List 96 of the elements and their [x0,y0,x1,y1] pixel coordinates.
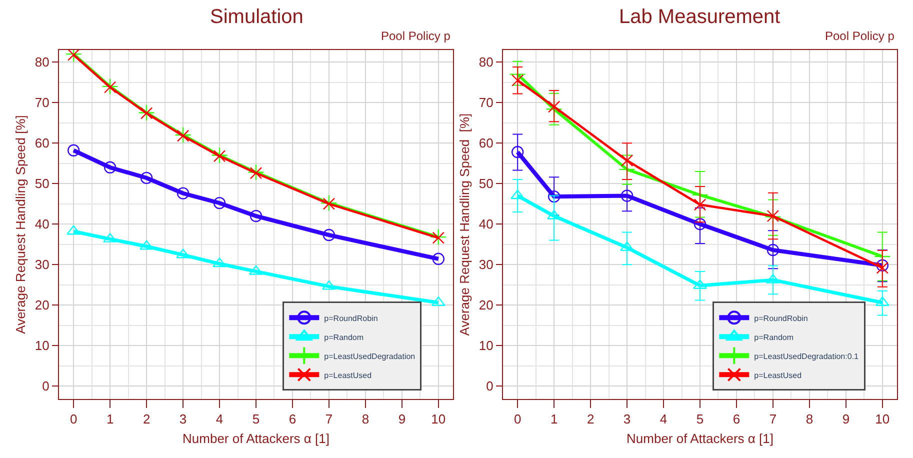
legend-label: p=RoundRobin [324,314,378,323]
point [548,190,560,203]
point [322,228,336,242]
point [322,198,336,210]
point [766,274,780,284]
legend-label: p=LeastUsed [754,370,802,380]
legend-label: p=LeastUsedDegradation [324,352,416,361]
point [248,164,264,181]
point [174,126,192,144]
point [212,258,226,268]
x-tick-label: 0 [514,412,522,427]
point [322,280,336,290]
point [211,146,228,164]
point [176,187,190,200]
x-tick-label: 9 [842,412,850,427]
y-tick-label: 70 [478,95,494,110]
point [176,130,190,142]
x-tick-label: 7 [325,412,333,427]
point [213,150,226,162]
point [876,259,889,272]
x-tick-label: 5 [696,412,704,427]
point [430,228,447,246]
point [250,166,262,180]
y-tick-label: 20 [478,298,494,313]
point [511,146,524,158]
y-tick-label: 50 [34,176,50,192]
x-tick-label: 10 [431,412,446,427]
y-tick-label: 40 [34,216,50,232]
x-tick-label: 7 [769,412,777,427]
point [876,262,889,274]
point [766,210,780,222]
x-axis-title: Number of Attackers α [1] [626,431,774,446]
point [694,198,706,211]
point [620,241,634,251]
point [67,144,80,157]
point [102,78,118,95]
x-tick-label: 8 [806,412,814,427]
point [104,81,116,94]
x-tick-label: 10 [875,412,890,427]
point [213,196,226,210]
y-tick-label: 10 [478,338,494,354]
point [104,161,116,174]
point [432,252,445,266]
y-tick-label: 60 [478,136,494,151]
x-tick-label: 3 [623,412,631,427]
y-axis-title: Average Request Handling Speed [%] [456,113,472,336]
x-tick-label: 4 [660,412,668,427]
y-tick-label: 80 [478,54,494,70]
y-tick-label: 60 [34,136,50,151]
x-axis-title: Number of Attackers α [1] [182,431,330,446]
y-tick-label: 10 [34,338,50,354]
legend-label: p=LeastUsedDegradation:0.1 [754,352,860,361]
point [140,107,153,120]
y-tick-label: 50 [478,176,494,192]
y-tick-label: 0 [42,378,50,394]
y-tick-label: 70 [34,95,50,110]
x-tick-label: 6 [288,412,296,427]
point [766,244,780,256]
y-axis-title: Average Request Handling Speed [%] [12,115,28,334]
point [620,190,634,202]
y-tick-label: 30 [34,257,50,272]
x-tick-label: 4 [216,412,224,427]
legend-label: p=LeastUsed [324,370,372,380]
chart-title: Lab Measurement [619,6,781,28]
legend-label: p=Random [754,332,794,342]
point [511,74,524,86]
chart-title: Simulation [210,6,304,28]
x-tick-label: 1 [550,412,558,427]
point [694,218,706,230]
legend-label: p=RoundRobin [754,314,808,323]
y-tick-label: 40 [478,216,494,232]
point [249,265,263,275]
x-tick-label: 0 [70,412,78,427]
point [548,100,560,113]
legend-label: p=Random [324,332,364,342]
y-tick-label: 0 [486,378,494,394]
x-tick-label: 5 [252,412,260,427]
point [138,104,155,122]
x-tick-label: 9 [398,412,406,427]
legend-title: Pool Policy p [825,29,895,43]
x-tick-label: 8 [362,412,370,427]
x-tick-label: 6 [732,412,740,427]
x-tick-label: 3 [179,412,187,427]
legend-title: Pool Policy p [381,29,451,43]
x-tick-label: 2 [142,412,150,427]
point [140,172,153,184]
x-tick-label: 2 [586,412,594,427]
y-tick-label: 30 [478,257,494,272]
point [320,194,338,212]
point [620,154,634,167]
x-tick-label: 1 [106,412,114,427]
y-tick-label: 80 [34,54,50,70]
point [250,210,262,222]
y-tick-label: 20 [34,298,50,313]
point [176,248,190,258]
point [432,232,445,244]
